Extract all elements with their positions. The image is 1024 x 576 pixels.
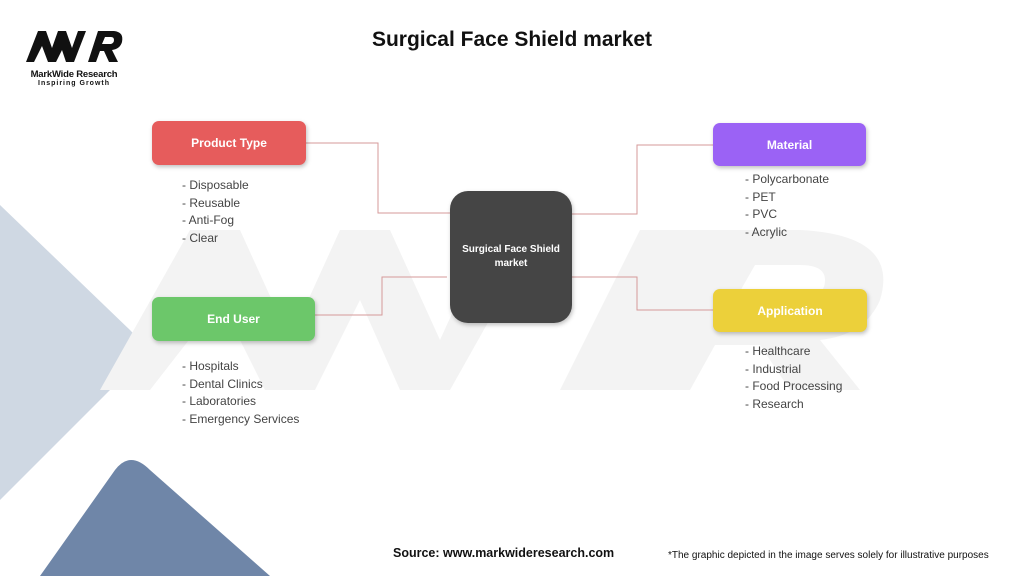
- list-item: - Research: [745, 396, 804, 411]
- list-item: - Healthcare: [745, 344, 811, 358]
- connectors: [306, 142, 713, 316]
- disclaimer-note: *The graphic depicted in the image serve…: [668, 550, 989, 561]
- list-item: - Polycarbonate: [745, 172, 830, 186]
- list-item: - PVC: [745, 207, 778, 221]
- list-item: - Industrial: [745, 361, 802, 376]
- list-item: - Food Processing: [745, 379, 843, 393]
- page-title: Surgical Face Shield market: [371, 28, 653, 51]
- logo: MarkWide Research Inspiring Growth: [22, 28, 126, 87]
- connector-product-type: [306, 142, 450, 214]
- list-item: - Acrylic: [745, 224, 787, 239]
- connector-application: [562, 276, 713, 311]
- logo-tagline: Inspiring Growth: [38, 80, 110, 87]
- list-item: - Hospitals: [182, 359, 239, 373]
- center-node: Surgical Face Shield market: [450, 191, 572, 323]
- node-application: Application: [713, 289, 867, 332]
- end-user-list: - Hospitals - Dental Clinics - Laborator…: [182, 358, 299, 428]
- node-product-type: Product Type: [152, 121, 306, 165]
- list-item: - Disposable: [182, 178, 249, 192]
- source-text: Source: www.markwideresearch.com: [393, 546, 615, 560]
- connector-material: [562, 144, 713, 215]
- connector-end-user: [315, 276, 447, 316]
- list-item: - Emergency Services: [182, 411, 300, 426]
- list-item: - Reusable: [182, 195, 241, 210]
- list-item: - Laboratories: [182, 394, 257, 408]
- list-item: - Anti-Fog: [182, 213, 235, 227]
- list-item: - Clear: [182, 230, 219, 245]
- logo-brand: MarkWide Research: [30, 69, 118, 80]
- node-end-user: End User: [152, 297, 315, 341]
- product-type-list: - Disposable - Reusable - Anti-Fog - Cle…: [182, 177, 249, 247]
- node-material: Material: [713, 123, 866, 166]
- list-item: - PET: [745, 189, 776, 204]
- list-item: - Dental Clinics: [182, 376, 263, 391]
- application-list: - Healthcare - Industrial - Food Process…: [745, 343, 842, 413]
- material-list: - Polycarbonate - PET - PVC - Acrylic: [745, 171, 829, 241]
- mwr-logo-mark: [26, 31, 123, 62]
